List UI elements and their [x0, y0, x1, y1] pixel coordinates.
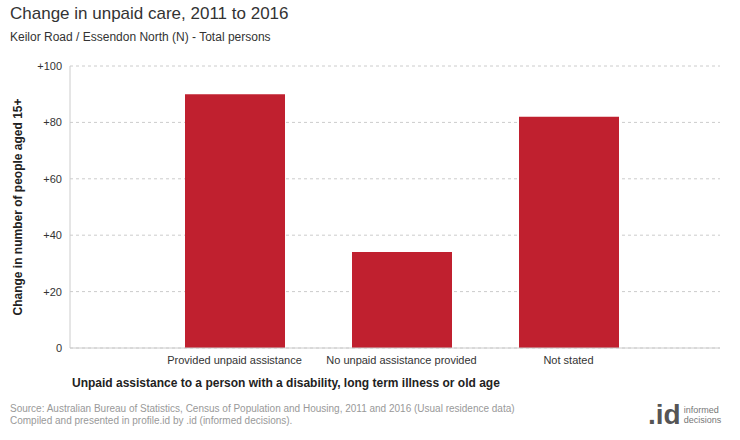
- svg-text:Not stated: Not stated: [543, 354, 593, 366]
- html-text:.id: .id: [648, 399, 681, 430]
- svg-text:+40: +40: [43, 229, 62, 241]
- svg-text:+80: +80: [43, 116, 62, 128]
- html-text:informed: informed: [683, 405, 719, 415]
- svg-text:Provided unpaid assistance: Provided unpaid assistance: [167, 354, 302, 366]
- svg-text:No unpaid assistance provided: No unpaid assistance provided: [326, 354, 476, 366]
- html-text:Compiled and presented in prof: Compiled and presented in profile.id by …: [10, 415, 293, 426]
- html-text:Unpaid assistance to a person: Unpaid assistance to a person with a dis…: [72, 376, 500, 390]
- svg-text:+60: +60: [43, 173, 62, 185]
- svg-text:+20: +20: [43, 286, 62, 298]
- html-text:Source: Australian Bureau of S: Source: Australian Bureau of Statistics,…: [10, 403, 515, 414]
- html-text:Change in unpaid care, 2011 to: Change in unpaid care, 2011 to 2016: [10, 4, 289, 23]
- svg-text:+100: +100: [37, 60, 62, 72]
- html-text:Keilor Road / Essendon North (: Keilor Road / Essendon North (N) - Total…: [10, 30, 271, 44]
- html-text:decisions: decisions: [683, 415, 722, 425]
- svg-text:0: 0: [56, 342, 62, 354]
- html-text:Change in number of people age: Change in number of people aged 15+: [11, 98, 25, 316]
